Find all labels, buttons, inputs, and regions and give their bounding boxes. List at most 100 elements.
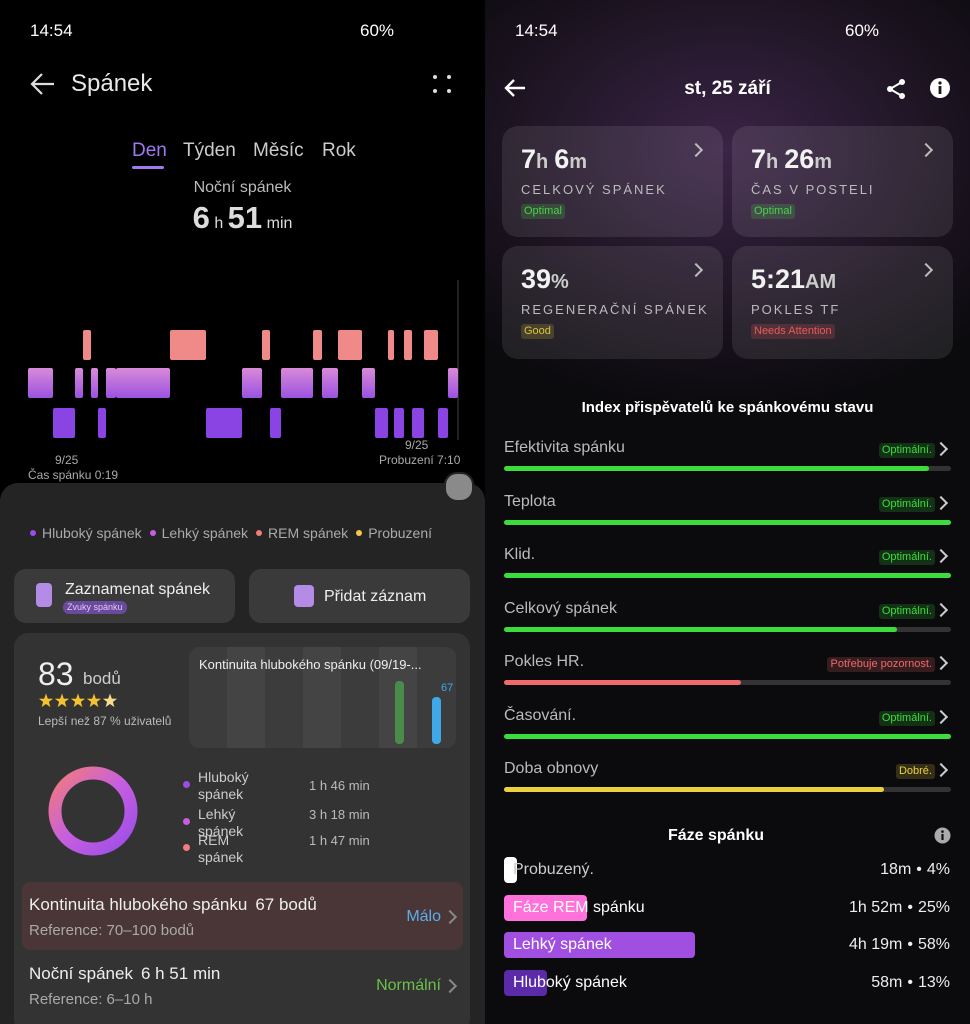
contributor-status: Optimální. (878, 550, 935, 565)
contributor-status: Optimální. (878, 603, 935, 619)
contributor-status: Optimální. (878, 443, 935, 458)
star (70, 693, 86, 708)
legend-label: REM spánek (268, 525, 349, 541)
contributor-name: Klid. (504, 546, 536, 563)
metric-card[interactable]: 7h 26m ČAS V POSTELI Optimal (732, 126, 953, 237)
metric-label: CELKOVÝ SPÁNEK (521, 182, 667, 197)
dot (183, 818, 190, 825)
chevron (933, 441, 949, 457)
separator: • (916, 861, 922, 878)
list-row[interactable]: Kontinuita hlubokého spánku 67 bodů Refere… (22, 882, 463, 950)
stage-segment (106, 368, 116, 398)
metric-label: REGENERAČNÍ SPÁNEK (521, 302, 709, 317)
add-record-button[interactable]: Přidat záznam (249, 569, 470, 623)
dot (183, 844, 190, 851)
legend-label: Hluboký spánek (42, 525, 142, 541)
row-title: Noční spánek 6 h 51 min (29, 965, 220, 982)
stage-segment (438, 408, 448, 438)
unit: h (766, 151, 779, 173)
stage-segment (242, 368, 262, 398)
back-button[interactable] (503, 77, 527, 99)
more-button[interactable] (432, 74, 452, 94)
status-time: 14:54 (515, 21, 558, 40)
stage-segment (206, 408, 242, 438)
chevron (688, 262, 704, 278)
contributor-status: Dobré. (895, 764, 935, 779)
stage-segment (116, 368, 170, 398)
start-date: 9/25 (55, 453, 79, 467)
list-row[interactable]: Noční spánek 6 h 51 min Reference: 6–10 h N… (22, 951, 463, 1019)
metric-value: 7h 26m (751, 146, 838, 173)
bar-track (504, 733, 951, 739)
stage-segment (28, 368, 53, 398)
share-button[interactable] (885, 78, 907, 100)
row-title-text: Kontinuita hlubokého spánku (29, 895, 248, 914)
stage-segment (404, 330, 412, 360)
duration: 58m (871, 974, 903, 992)
bar (504, 519, 951, 525)
bar (504, 787, 884, 792)
percent: 13% (917, 974, 950, 992)
tab[interactable]: Den (132, 140, 167, 161)
unit: AM (805, 271, 837, 293)
chevron (918, 142, 934, 158)
bar-track (504, 680, 951, 685)
phase-name: Fáze REM spánku (513, 898, 645, 916)
phase-bar (504, 970, 547, 997)
separator: • (907, 974, 913, 992)
phase-value: 1h 52m • 25% (848, 898, 950, 916)
index-title: Index přispěvatelů ke spánkovému stavu (581, 399, 874, 416)
date-title: st, 25 září (684, 78, 771, 99)
tab[interactable]: Rok (322, 140, 356, 161)
record-sleep-button[interactable]: Zaznamenat spánek Zvuky spánku (14, 569, 235, 623)
phase-bar (504, 932, 696, 959)
stage-segment (281, 368, 313, 398)
bar-track (504, 466, 951, 471)
phase-bar (504, 857, 518, 883)
metric-card[interactable]: 7h 6m CELKOVÝ SPÁNEK Optimal (502, 126, 723, 237)
hours-unit: h (214, 215, 224, 232)
info-button[interactable] (929, 77, 951, 99)
duration: 1h 52m (848, 898, 903, 916)
duration: 4h 19m (848, 936, 903, 954)
hours: 6 (192, 200, 210, 235)
column-shade (227, 647, 265, 748)
unit: m (814, 151, 833, 173)
duration: 18m (880, 861, 912, 878)
previous-bar (395, 681, 404, 744)
status-battery: 60% (845, 21, 880, 40)
tab[interactable]: Měsíc (253, 140, 304, 161)
chevron (933, 762, 949, 778)
chevron (933, 709, 949, 724)
phase-value: 58m • 13% (871, 975, 950, 991)
back-button[interactable] (28, 70, 58, 98)
number: 26 (784, 144, 815, 174)
tab[interactable]: Týden (183, 140, 236, 161)
metric-card[interactable]: 39% REGENERAČNÍ SPÁNEK Good (502, 246, 723, 359)
metric-card[interactable]: 5:21AM POKLES TF Needs Attention (732, 246, 953, 359)
left-screen: 14:54 60% Spánek Noční spánek 6 h 51 min… (0, 21, 485, 1024)
donut (48, 766, 138, 856)
bar (504, 573, 951, 578)
bar-track (504, 787, 951, 792)
stage-segment (424, 330, 438, 360)
phase-name: Probuzený. (513, 861, 594, 878)
stage-segment (362, 368, 375, 398)
star (102, 693, 118, 708)
breakdown-label: Hluboký spánek (198, 769, 249, 802)
scroll-handle[interactable] (444, 472, 474, 502)
percent: 58% (917, 936, 950, 954)
breakdown-value: 1 h 46 min (309, 778, 370, 793)
number: 7 (751, 144, 767, 174)
contributor-status: Potřebuje pozornost. (827, 657, 935, 672)
phase-value: 4h 19m • 58% (849, 937, 950, 953)
metric-label: POKLES TF (751, 302, 841, 317)
breakdown-label: REM spánek (198, 832, 244, 865)
number: 7 (521, 144, 537, 174)
row-status: Normální (376, 977, 441, 994)
phases-info[interactable] (934, 827, 951, 844)
legend-label: Lehký spánek (161, 525, 249, 541)
star (38, 693, 54, 708)
status-time: 14:54 (30, 21, 73, 40)
continuity-chart: Kontinuita hlubokého spánku (09/19-... 6… (189, 647, 456, 748)
